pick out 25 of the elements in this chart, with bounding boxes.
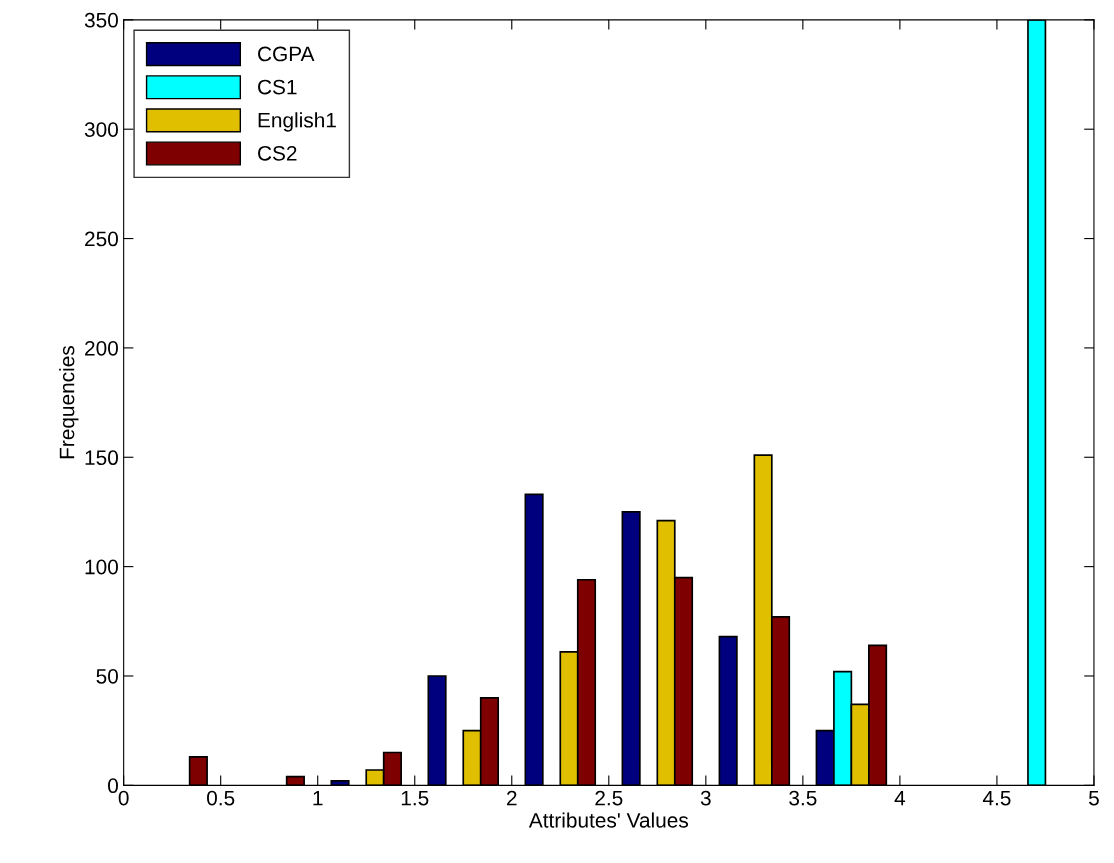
x-tick-label: 4.5	[982, 790, 1011, 806]
x-tick-label: 5	[1088, 790, 1099, 806]
y-tick-label: 50	[96, 668, 118, 684]
x-tick-label: 1	[313, 790, 323, 806]
y-axis-title: Frequencies	[59, 346, 79, 459]
y-tick-label: 350	[84, 12, 118, 28]
y-tick-label: 100	[85, 559, 118, 575]
y-tick-label: 200	[85, 340, 118, 356]
y-tick-label: 150	[85, 450, 118, 466]
x-tick-label: 1.5	[401, 790, 429, 806]
x-tick-label: 2	[507, 790, 517, 806]
x-tick-label: 0.5	[207, 790, 235, 806]
y-tick-label: 0	[108, 778, 118, 794]
x-tick-label: 3.5	[789, 790, 817, 806]
y-tick-label: 250	[85, 231, 118, 247]
legend-label: CS1	[258, 79, 297, 95]
x-axis-title: Attributes' Values	[528, 812, 689, 828]
legend-label: English1	[258, 112, 336, 132]
legend-label: CS2	[258, 145, 297, 161]
legend-label: CGPA	[258, 46, 315, 62]
x-tick-label: 2.5	[595, 790, 623, 806]
x-tick-label: 3	[700, 790, 711, 806]
x-tick-label: 0	[118, 790, 129, 806]
y-tick-label: 300	[84, 122, 118, 137]
x-tick-label: 4	[894, 790, 906, 806]
